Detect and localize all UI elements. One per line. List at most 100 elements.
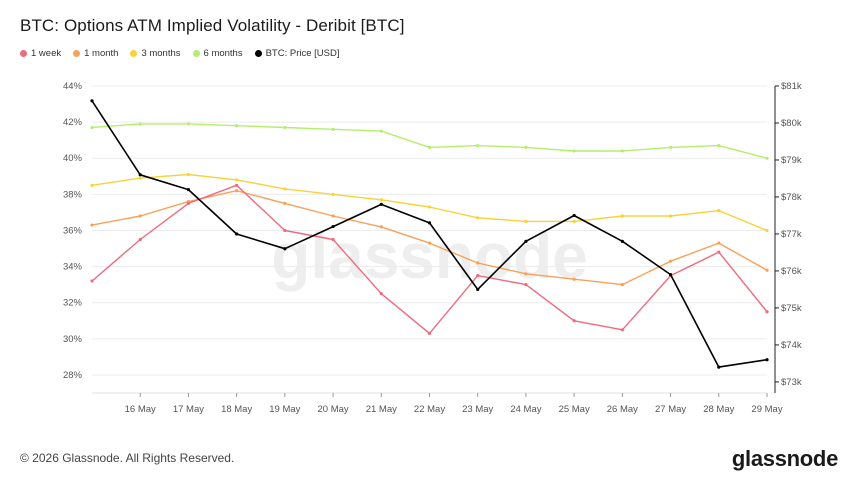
data-point <box>283 247 287 251</box>
data-point <box>668 273 673 277</box>
data-point <box>668 145 673 149</box>
data-point <box>138 237 142 242</box>
data-point <box>620 283 624 287</box>
legend-label: 1 month <box>84 48 119 59</box>
y-left-tick-label: 30% <box>63 334 83 345</box>
data-point <box>331 127 335 131</box>
copyright-text: © 2026 Glassnode. All Rights Reserved. <box>20 451 235 465</box>
y-left-tick-label: 28% <box>63 370 83 381</box>
y-left-tick-label: 40% <box>63 153 83 164</box>
data-point <box>90 223 94 227</box>
x-tick-label: 27 May <box>655 404 686 415</box>
data-point <box>379 129 383 133</box>
data-point <box>476 287 480 292</box>
data-point <box>717 365 721 369</box>
y-right-tick-label: $81k <box>781 81 802 92</box>
data-point <box>90 99 94 103</box>
data-point <box>620 149 624 153</box>
legend-item-1-month[interactable]: 1 month <box>73 48 118 59</box>
data-point <box>379 202 383 206</box>
legend-item-btc-price[interactable]: BTC: Price [USD] <box>254 48 340 59</box>
data-point <box>235 178 239 182</box>
data-point <box>476 274 480 278</box>
y-right-tick-label: $79k <box>781 155 802 166</box>
y-right-tick-label: $77k <box>781 229 802 240</box>
legend-swatch <box>130 50 138 57</box>
watermark-text: glassnode <box>271 220 588 292</box>
data-point <box>765 228 769 233</box>
data-point <box>476 261 480 265</box>
data-point <box>524 219 528 224</box>
legend-label: BTC: Price [USD] <box>265 48 340 59</box>
x-tick-label: 29 May <box>751 404 782 415</box>
data-point <box>668 259 673 263</box>
y-left-tick-label: 32% <box>63 298 83 309</box>
data-point <box>572 149 576 153</box>
x-tick-label: 16 May <box>125 404 156 415</box>
y-left-tick-label: 44% <box>63 81 83 92</box>
data-point <box>235 183 239 187</box>
data-point <box>572 319 576 323</box>
data-point <box>90 279 94 283</box>
data-point <box>620 328 624 332</box>
chart-title: BTC: Options ATM Implied Volatility - De… <box>20 16 405 35</box>
data-point <box>572 213 576 218</box>
data-point <box>524 239 528 243</box>
y-left-tick-label: 42% <box>63 117 83 128</box>
legend-label: 3 months <box>141 48 181 59</box>
x-tick-label: 24 May <box>510 404 541 415</box>
data-point <box>620 239 624 243</box>
data-point <box>283 228 287 233</box>
x-tick-label: 18 May <box>221 404 252 415</box>
data-point <box>90 125 94 130</box>
data-point <box>717 250 721 254</box>
data-point <box>572 277 576 281</box>
x-tick-label: 28 May <box>703 404 734 415</box>
legend-swatch <box>73 50 81 57</box>
data-point <box>283 187 287 191</box>
legend-swatch <box>192 50 200 57</box>
data-point <box>235 232 239 236</box>
data-point <box>331 237 335 242</box>
data-point <box>186 187 191 192</box>
data-point <box>331 192 335 196</box>
data-point <box>476 216 480 220</box>
y-right-tick-label: $78k <box>781 192 802 203</box>
data-point <box>331 224 335 229</box>
data-point <box>379 198 383 202</box>
data-point <box>138 122 142 126</box>
data-point <box>765 268 769 272</box>
legend-item-3-months[interactable]: 3 months <box>130 48 181 59</box>
data-point <box>717 241 721 245</box>
data-point <box>283 125 287 130</box>
data-point <box>138 176 142 180</box>
legend-swatch <box>20 50 27 57</box>
y-right-tick-label: $75k <box>781 303 802 314</box>
data-point <box>379 292 383 296</box>
legend-swatch <box>254 50 262 57</box>
x-tick-label: 26 May <box>607 404 638 415</box>
legend-item-1-week[interactable]: 1 week <box>20 48 61 59</box>
data-point <box>186 201 191 205</box>
legend-label: 1 week <box>31 48 62 59</box>
data-point <box>524 283 528 287</box>
x-tick-label: 23 May <box>462 404 493 415</box>
data-point <box>717 209 721 213</box>
data-point <box>427 205 432 209</box>
data-point <box>186 172 191 177</box>
legend-item-6-months[interactable]: 6 months <box>192 48 243 59</box>
legend: 1 week 1 month 3 months 6 months BTC: Pr… <box>20 48 340 59</box>
data-point <box>765 156 769 160</box>
data-point <box>427 221 432 225</box>
data-point <box>331 214 335 218</box>
data-point <box>90 183 94 187</box>
brand-logo: glassnode <box>731 446 838 471</box>
y-left-tick-label: 34% <box>63 262 83 273</box>
data-point <box>138 173 142 177</box>
data-point <box>283 201 287 205</box>
data-point <box>524 145 528 149</box>
x-tick-label: 19 May <box>269 404 300 415</box>
data-point <box>668 214 673 218</box>
y-right-tick-label: $74k <box>781 340 802 351</box>
x-tick-label: 20 May <box>317 404 348 415</box>
